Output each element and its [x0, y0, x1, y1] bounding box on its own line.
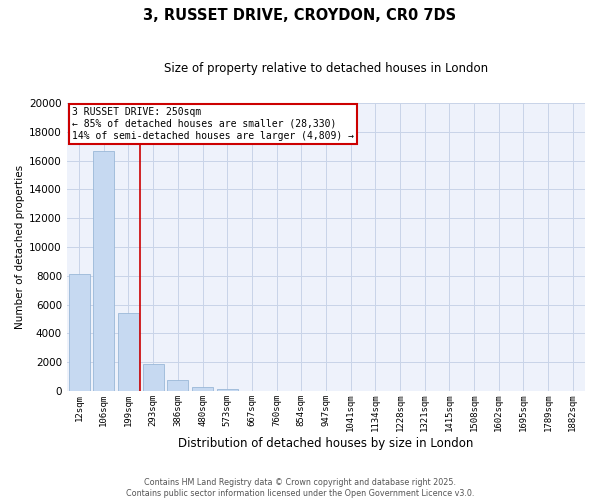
- Bar: [94, 150, 114, 391]
- Text: 3 RUSSET DRIVE: 250sqm
← 85% of detached houses are smaller (28,330)
14% of semi: 3 RUSSET DRIVE: 250sqm ← 85% of detached…: [72, 108, 354, 140]
- Text: Contains HM Land Registry data © Crown copyright and database right 2025.
Contai: Contains HM Land Registry data © Crown c…: [126, 478, 474, 498]
- Text: 3, RUSSET DRIVE, CROYDON, CR0 7DS: 3, RUSSET DRIVE, CROYDON, CR0 7DS: [143, 8, 457, 22]
- Bar: [68, 274, 89, 391]
- Bar: [192, 387, 213, 391]
- Y-axis label: Number of detached properties: Number of detached properties: [15, 165, 25, 329]
- Bar: [118, 314, 139, 391]
- Bar: [217, 389, 238, 391]
- Bar: [143, 364, 164, 391]
- Bar: [167, 380, 188, 391]
- X-axis label: Distribution of detached houses by size in London: Distribution of detached houses by size …: [178, 437, 473, 450]
- Title: Size of property relative to detached houses in London: Size of property relative to detached ho…: [164, 62, 488, 76]
